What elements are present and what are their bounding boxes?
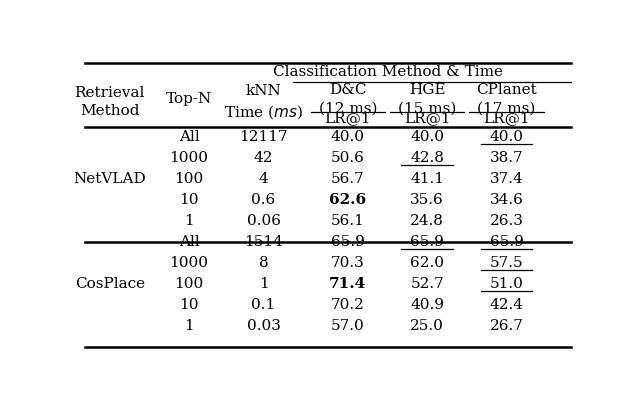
- Text: 12117: 12117: [239, 130, 288, 144]
- Text: CosPlace: CosPlace: [75, 277, 145, 291]
- Text: CPlanet
(17 ms): CPlanet (17 ms): [476, 83, 537, 115]
- Text: 57.0: 57.0: [331, 319, 365, 333]
- Text: 1: 1: [184, 319, 194, 333]
- Text: 0.6: 0.6: [252, 193, 276, 207]
- Text: 8: 8: [259, 256, 268, 270]
- Text: D&C
(12 ms): D&C (12 ms): [319, 83, 377, 115]
- Text: LR@1: LR@1: [483, 112, 530, 125]
- Text: 37.4: 37.4: [490, 172, 524, 186]
- Text: 0.03: 0.03: [246, 319, 280, 333]
- Text: 62.6: 62.6: [329, 193, 367, 207]
- Text: 51.0: 51.0: [490, 277, 524, 291]
- Text: 65.9: 65.9: [410, 235, 444, 249]
- Text: 42: 42: [254, 151, 273, 165]
- Text: 40.0: 40.0: [331, 130, 365, 144]
- Text: 10: 10: [179, 193, 199, 207]
- Text: 52.7: 52.7: [410, 277, 444, 291]
- Text: All: All: [179, 130, 200, 144]
- Text: 35.6: 35.6: [410, 193, 444, 207]
- Text: 57.5: 57.5: [490, 256, 524, 270]
- Text: 70.2: 70.2: [331, 298, 365, 312]
- Text: kNN
Time ($ms$): kNN Time ($ms$): [224, 83, 303, 120]
- Text: 70.3: 70.3: [331, 256, 365, 270]
- Text: 1514: 1514: [244, 235, 283, 249]
- Text: Classification Method & Time: Classification Method & Time: [273, 66, 502, 79]
- Text: 100: 100: [175, 277, 204, 291]
- Text: 100: 100: [175, 172, 204, 186]
- Text: Retrieval
Method: Retrieval Method: [75, 86, 145, 118]
- Text: NetVLAD: NetVLAD: [74, 172, 146, 186]
- Text: 25.0: 25.0: [410, 319, 444, 333]
- Text: HGE
(15 ms): HGE (15 ms): [398, 83, 456, 115]
- Text: 26.7: 26.7: [490, 319, 524, 333]
- Text: Top-N: Top-N: [166, 92, 212, 106]
- Text: 10: 10: [179, 298, 199, 312]
- Text: 1000: 1000: [170, 151, 209, 165]
- Text: 65.9: 65.9: [331, 235, 365, 249]
- Text: 40.0: 40.0: [490, 130, 524, 144]
- Text: 71.4: 71.4: [329, 277, 367, 291]
- Text: 50.6: 50.6: [331, 151, 365, 165]
- Text: 1: 1: [259, 277, 268, 291]
- Text: 26.3: 26.3: [490, 214, 524, 228]
- Text: 0.06: 0.06: [246, 214, 280, 228]
- Text: 41.1: 41.1: [410, 172, 444, 186]
- Text: 56.7: 56.7: [331, 172, 365, 186]
- Text: 4: 4: [259, 172, 268, 186]
- Text: 40.0: 40.0: [410, 130, 444, 144]
- Text: 1: 1: [184, 214, 194, 228]
- Text: 0.1: 0.1: [252, 298, 276, 312]
- Text: LR@1: LR@1: [404, 112, 451, 125]
- Text: 34.6: 34.6: [490, 193, 524, 207]
- Text: 42.4: 42.4: [490, 298, 524, 312]
- Text: 65.9: 65.9: [490, 235, 524, 249]
- Text: 56.1: 56.1: [331, 214, 365, 228]
- Text: 1000: 1000: [170, 256, 209, 270]
- Text: 24.8: 24.8: [410, 214, 444, 228]
- Text: 40.9: 40.9: [410, 298, 444, 312]
- Text: All: All: [179, 235, 200, 249]
- Text: LR@1: LR@1: [324, 112, 371, 125]
- Text: 42.8: 42.8: [410, 151, 444, 165]
- Text: 62.0: 62.0: [410, 256, 444, 270]
- Text: 38.7: 38.7: [490, 151, 524, 165]
